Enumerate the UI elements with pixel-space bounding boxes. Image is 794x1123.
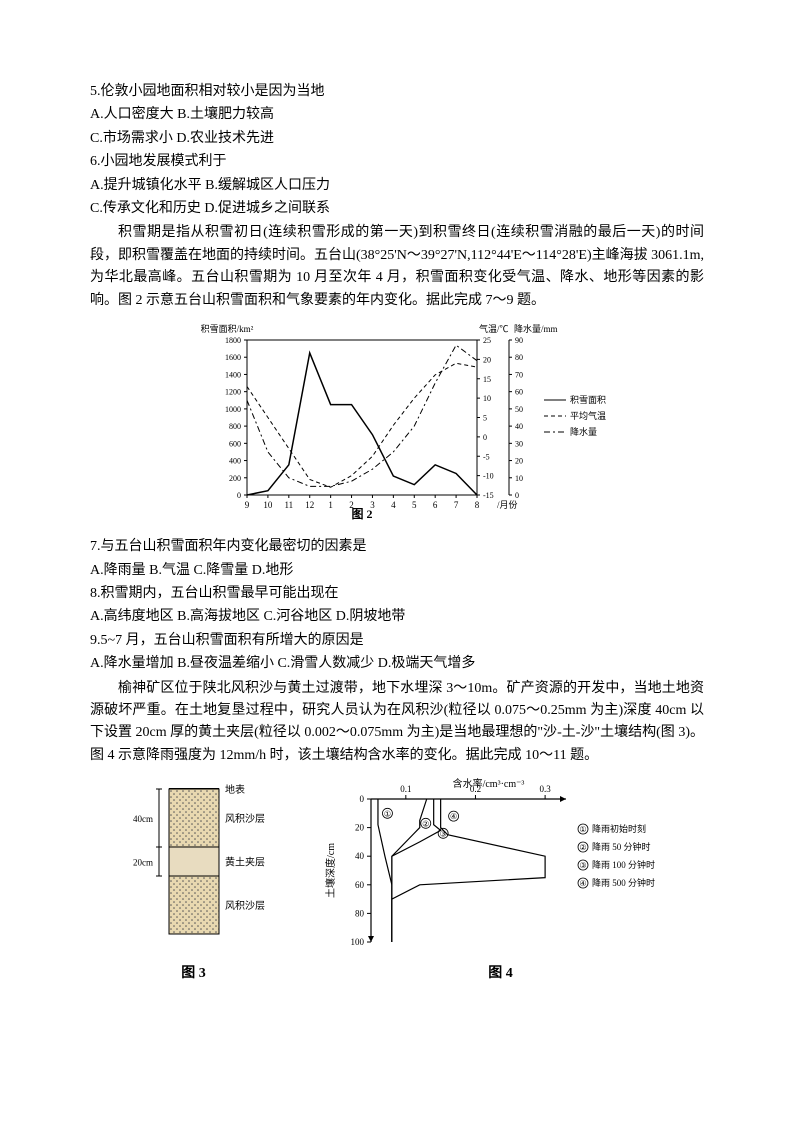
fig4-label: 图 4 [316,963,686,985]
svg-text:0: 0 [483,433,487,442]
svg-text:9: 9 [245,500,250,510]
svg-text:1800: 1800 [225,336,241,345]
svg-text:气温/℃: 气温/℃ [479,323,509,334]
svg-text:黄土夹层: 黄土夹层 [225,856,265,869]
q9-text: 9.5~7 月，五台山积雪面积有所增大的原因是 [90,630,704,652]
svg-text:积雪面积: 积雪面积 [570,394,606,405]
svg-text:1600: 1600 [225,353,241,362]
q6-text: 6.小园地发展模式利于 [90,151,704,173]
passage-1: 积雪期是指从积雪初日(连续积雪形成的第一天)到积雪终日(连续积雪消融的最后一天)… [90,222,704,312]
svg-text:风积沙层: 风积沙层 [225,900,265,912]
svg-text:0: 0 [515,491,519,500]
fig3-label: 图 3 [109,963,279,985]
svg-text:40: 40 [515,422,523,431]
q6-opts-ab: A.提升城镇化水平 B.缓解城区人口压力 [90,175,704,197]
svg-text:100: 100 [350,937,364,947]
fig4-svg: 0.10.20.3含水率/cm³·cm⁻³020406080100土壤深度/cm… [316,777,686,952]
svg-text:②: ② [579,843,586,852]
svg-text:-5: -5 [483,452,490,461]
bottom-figures: 地表风积沙层40cm黄土夹层20cm风积沙层 图 3 0.10.20.3含水率/… [90,777,704,991]
svg-text:风积沙层: 风积沙层 [225,813,265,825]
svg-text:0.1: 0.1 [400,784,411,794]
svg-text:7: 7 [454,500,459,510]
svg-text:4: 4 [391,500,396,510]
svg-text:40cm: 40cm [133,814,153,824]
svg-text:0: 0 [359,794,364,804]
svg-text:400: 400 [229,456,241,465]
svg-text:600: 600 [229,439,241,448]
svg-text:5: 5 [412,500,417,510]
svg-text:降水量: 降水量 [570,426,597,437]
svg-text:积雪面积/km²: 积雪面积/km² [201,323,254,334]
svg-text:/月份: /月份 [497,499,518,510]
q6-opts-cd: C.传承文化和历史 D.促进城乡之间联系 [90,198,704,220]
svg-text:图 2: 图 2 [351,507,372,520]
svg-text:70: 70 [515,370,523,379]
svg-text:1200: 1200 [225,388,241,397]
figure-4: 0.10.20.3含水率/cm³·cm⁻³020406080100土壤深度/cm… [316,777,686,991]
svg-text:降雨初始时刻: 降雨初始时刻 [592,823,646,834]
svg-text:地表: 地表 [225,783,245,796]
svg-text:80: 80 [355,909,365,919]
svg-text:20: 20 [355,823,365,833]
q8-text: 8.积雪期内，五台山积雪最早可能出现在 [90,583,704,605]
svg-text:1400: 1400 [225,370,241,379]
svg-text:15: 15 [483,375,491,384]
svg-text:降雨 100 分钟时: 降雨 100 分钟时 [592,859,655,870]
q5-text: 5.伦敦小园地面积相对较小是因为当地 [90,81,704,103]
svg-text:20: 20 [483,355,491,364]
svg-text:12: 12 [305,500,314,510]
svg-text:11: 11 [284,500,293,510]
q8-opts: A.高纬度地区 B.高海拔地区 C.河谷地区 D.阴坡地带 [90,606,704,628]
passage-2: 榆神矿区位于陕北风积沙与黄土过渡带，地下水埋深 3～10m。矿产资源的开发中，当… [90,678,704,768]
svg-text:90: 90 [515,336,523,345]
svg-text:③: ③ [439,830,446,839]
svg-text:1000: 1000 [225,405,241,414]
q7-text: 7.与五台山积雪面积年内变化最密切的因素是 [90,536,704,558]
svg-text:80: 80 [515,353,523,362]
q9-opts: A.降水量增加 B.昼夜温差缩小 C.滑雪人数减少 D.极端天气增多 [90,653,704,675]
svg-text:50: 50 [515,405,523,414]
svg-text:10: 10 [263,500,273,510]
svg-text:降雨 500 分钟时: 降雨 500 分钟时 [592,877,655,888]
svg-text:20cm: 20cm [133,858,153,868]
svg-text:②: ② [422,820,429,829]
q5-opts-ab: A.人口密度大 B.土壤肥力较高 [90,104,704,126]
svg-text:20: 20 [515,456,523,465]
fig3-svg: 地表风积沙层 40cm 黄土夹层 20cm 风积沙层 [109,777,279,952]
svg-text:①: ① [383,810,390,819]
svg-text:40: 40 [355,851,365,861]
figure-3: 地表风积沙层 40cm 黄土夹层 20cm 风积沙层 图 3 [109,777,279,991]
svg-text:10: 10 [515,474,523,483]
svg-text:6: 6 [433,500,438,510]
svg-text:土壤深度/cm: 土壤深度/cm [324,843,337,898]
q7-opts: A.降雨量 B.气温 C.降雪量 D.地形 [90,560,704,582]
chart-2-container: 910111212345678/月份0200400600800100012001… [90,320,704,528]
svg-text:5: 5 [483,413,487,422]
svg-text:10: 10 [483,394,491,403]
svg-text:平均气温: 平均气温 [570,410,606,421]
svg-text:降雨 50 分钟时: 降雨 50 分钟时 [592,841,651,852]
svg-text:60: 60 [355,880,365,890]
svg-text:30: 30 [515,439,523,448]
svg-text:-10: -10 [483,472,494,481]
svg-text:8: 8 [475,500,480,510]
svg-text:0.3: 0.3 [539,784,551,794]
svg-text:0: 0 [237,491,241,500]
svg-text:25: 25 [483,336,491,345]
svg-text:④: ④ [450,812,457,821]
svg-text:含水率/cm³·cm⁻³: 含水率/cm³·cm⁻³ [452,777,524,790]
svg-text:①: ① [579,825,586,834]
svg-text:④: ④ [579,879,586,888]
svg-text:③: ③ [579,861,586,870]
svg-text:60: 60 [515,388,523,397]
chart-2: 910111212345678/月份0200400600800100012001… [177,320,617,520]
q5-opts-cd: C.市场需求小 D.农业技术先进 [90,128,704,150]
svg-text:800: 800 [229,422,241,431]
svg-text:降水量/mm: 降水量/mm [514,323,558,334]
svg-text:200: 200 [229,474,241,483]
svg-text:1: 1 [328,500,333,510]
svg-text:-15: -15 [483,491,494,500]
